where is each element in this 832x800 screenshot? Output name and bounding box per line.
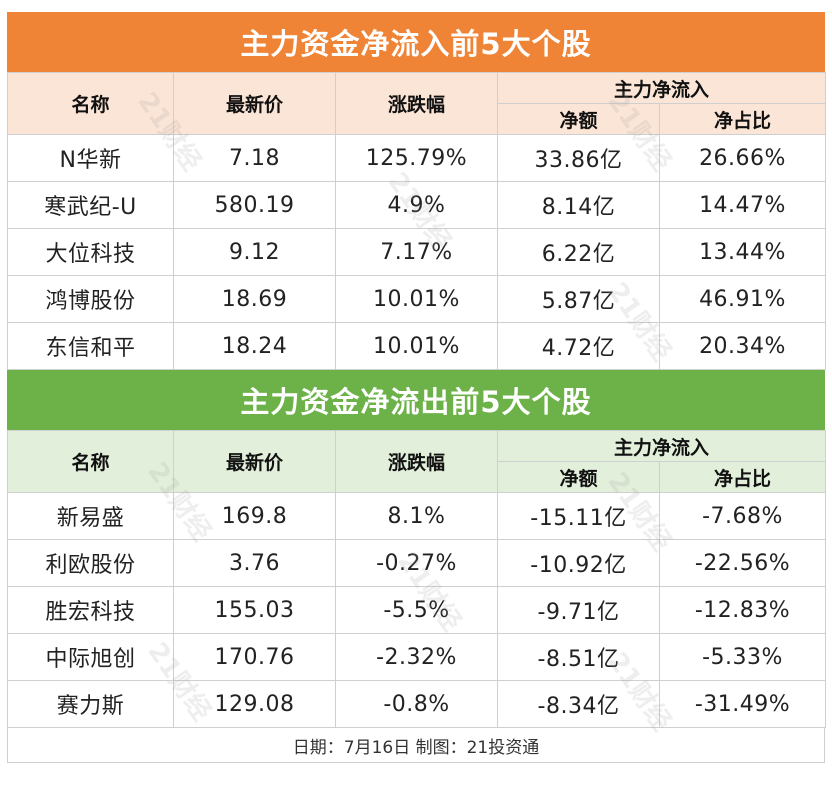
latest-price: 18.69 xyxy=(173,275,336,323)
net-amount: -9.71亿 xyxy=(497,586,660,634)
table-row: 寒武纪-U 580.19 4.9% 8.14亿 14.47% xyxy=(7,181,827,229)
table-row: 东信和平 18.24 10.01% 4.72亿 20.34% xyxy=(7,322,827,370)
latest-price: 155.03 xyxy=(173,586,336,634)
stock-name: 利欧股份 xyxy=(7,539,174,587)
latest-price: 9.12 xyxy=(173,228,336,276)
stock-name: 赛力斯 xyxy=(7,680,174,728)
net-amount: 5.87亿 xyxy=(497,275,660,323)
net-amount: 4.72亿 xyxy=(497,322,660,370)
stock-name: 鸿博股份 xyxy=(7,275,174,323)
net-amount: 6.22亿 xyxy=(497,228,660,276)
change-pct: -0.8% xyxy=(335,680,498,728)
outflow-header-row: 名称 最新价 涨跌幅 主力净流入 xyxy=(7,430,827,493)
header-price: 最新价 xyxy=(173,72,336,135)
outflow-table: 名称 最新价 涨跌幅 主力净流入 净额 净占比 新易盛 169.8 8.1% -… xyxy=(7,430,827,728)
latest-price: 18.24 xyxy=(173,322,336,370)
header-net-amount: 净额 xyxy=(497,461,660,493)
fund-flow-report: 主力资金净流入前5大个股 名称 最新价 涨跌幅 主力净流入 净额 净占比 N华新… xyxy=(7,12,827,763)
table-row: N华新 7.18 125.79% 33.86亿 26.66% xyxy=(7,134,827,182)
stock-name: 胜宏科技 xyxy=(7,586,174,634)
net-amount: -8.34亿 xyxy=(497,680,660,728)
latest-price: 7.18 xyxy=(173,134,336,182)
net-amount: 33.86亿 xyxy=(497,134,660,182)
header-change: 涨跌幅 xyxy=(335,72,498,135)
latest-price: 169.8 xyxy=(173,492,336,540)
net-ratio: -31.49% xyxy=(658,680,827,728)
table-row: 鸿博股份 18.69 10.01% 5.87亿 46.91% xyxy=(7,275,827,323)
header-change: 涨跌幅 xyxy=(335,430,498,493)
stock-name: 中际旭创 xyxy=(7,633,174,681)
latest-price: 129.08 xyxy=(173,680,336,728)
outflow-title: 主力资金净流出前5大个股 xyxy=(7,370,825,430)
net-amount: -15.11亿 xyxy=(497,492,660,540)
header-main-net-inflow: 主力净流入 xyxy=(496,430,827,462)
net-ratio: 46.91% xyxy=(658,275,827,323)
inflow-header-row: 名称 最新价 涨跌幅 主力净流入 xyxy=(7,72,827,135)
header-net-ratio: 净占比 xyxy=(658,103,827,135)
latest-price: 580.19 xyxy=(173,181,336,229)
inflow-subheader-row: 净额 净占比 xyxy=(8,103,827,135)
net-amount: -10.92亿 xyxy=(497,539,660,587)
stock-name: 新易盛 xyxy=(7,492,174,540)
net-ratio: -5.33% xyxy=(658,633,827,681)
header-name: 名称 xyxy=(7,72,174,135)
table-row: 新易盛 169.8 8.1% -15.11亿 -7.68% xyxy=(7,492,827,540)
net-ratio: 20.34% xyxy=(658,322,827,370)
net-ratio: 14.47% xyxy=(658,181,827,229)
header-name: 名称 xyxy=(7,430,174,493)
net-ratio: 13.44% xyxy=(658,228,827,276)
latest-price: 3.76 xyxy=(173,539,336,587)
stock-name: N华新 xyxy=(7,134,174,182)
table-row: 中际旭创 170.76 -2.32% -8.51亿 -5.33% xyxy=(7,633,827,681)
footer-credit: 日期：7月16日 制图：21投资通 xyxy=(7,728,825,763)
stock-name: 大位科技 xyxy=(7,228,174,276)
change-pct: 125.79% xyxy=(335,134,498,182)
header-net-amount: 净额 xyxy=(497,103,660,135)
net-ratio: -7.68% xyxy=(658,492,827,540)
change-pct: 10.01% xyxy=(335,322,498,370)
stock-name: 寒武纪-U xyxy=(7,181,174,229)
net-ratio: -22.56% xyxy=(658,539,827,587)
change-pct: -0.27% xyxy=(335,539,498,587)
net-ratio: -12.83% xyxy=(658,586,827,634)
change-pct: 7.17% xyxy=(335,228,498,276)
table-row: 利欧股份 3.76 -0.27% -10.92亿 -22.56% xyxy=(7,539,827,587)
change-pct: -2.32% xyxy=(335,633,498,681)
header-main-net-inflow: 主力净流入 xyxy=(496,72,827,104)
table-row: 大位科技 9.12 7.17% 6.22亿 13.44% xyxy=(7,228,827,276)
inflow-title: 主力资金净流入前5大个股 xyxy=(7,12,825,72)
table-row: 赛力斯 129.08 -0.8% -8.34亿 -31.49% xyxy=(7,680,827,728)
change-pct: 10.01% xyxy=(335,275,498,323)
change-pct: 8.1% xyxy=(335,492,498,540)
latest-price: 170.76 xyxy=(173,633,336,681)
net-ratio: 26.66% xyxy=(658,134,827,182)
header-net-ratio: 净占比 xyxy=(658,461,827,493)
change-pct: 4.9% xyxy=(335,181,498,229)
header-price: 最新价 xyxy=(173,430,336,493)
inflow-table: 名称 最新价 涨跌幅 主力净流入 净额 净占比 N华新 7.18 125.79%… xyxy=(7,72,827,370)
table-row: 胜宏科技 155.03 -5.5% -9.71亿 -12.83% xyxy=(7,586,827,634)
stock-name: 东信和平 xyxy=(7,322,174,370)
change-pct: -5.5% xyxy=(335,586,498,634)
net-amount: -8.51亿 xyxy=(497,633,660,681)
net-amount: 8.14亿 xyxy=(497,181,660,229)
